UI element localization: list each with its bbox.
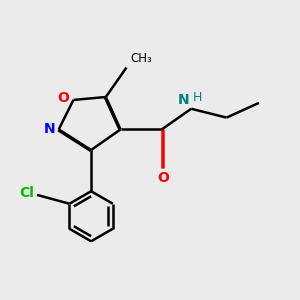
Text: CH₃: CH₃ <box>131 52 153 64</box>
Text: N: N <box>178 93 190 107</box>
Text: N: N <box>44 122 56 136</box>
Text: O: O <box>157 171 169 184</box>
Text: Cl: Cl <box>19 186 34 200</box>
Text: O: O <box>57 92 69 106</box>
Text: H: H <box>193 92 202 104</box>
